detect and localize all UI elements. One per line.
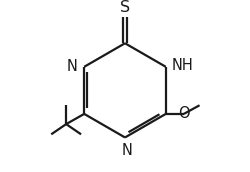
Text: N: N	[121, 143, 132, 158]
Text: NH: NH	[172, 58, 194, 73]
Text: N: N	[67, 59, 78, 74]
Text: S: S	[120, 0, 130, 15]
Text: O: O	[178, 106, 190, 121]
